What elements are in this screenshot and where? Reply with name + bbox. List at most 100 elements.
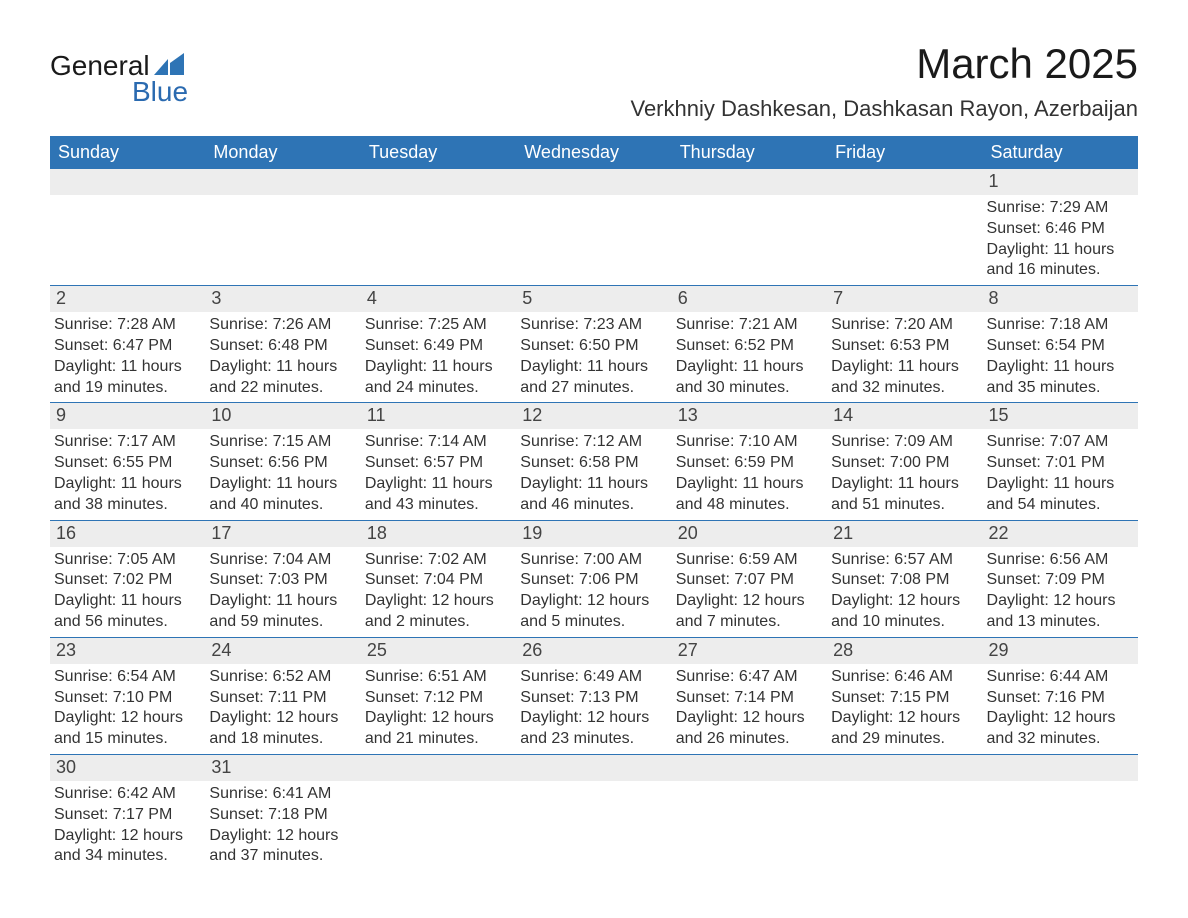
sunset-text: Sunset: 7:07 PM	[676, 570, 823, 591]
sunset-text: Sunset: 7:15 PM	[831, 688, 978, 709]
page-title: March 2025	[630, 40, 1138, 88]
day-number: 27	[672, 638, 827, 664]
sunset-text: Sunset: 7:12 PM	[365, 688, 512, 709]
week-row: 2Sunrise: 7:28 AMSunset: 6:47 PMDaylight…	[50, 286, 1138, 403]
day-body: Sunrise: 6:47 AMSunset: 7:14 PMDaylight:…	[672, 664, 827, 750]
sunrise-text: Sunrise: 6:59 AM	[676, 550, 823, 571]
day-body: Sunrise: 7:10 AMSunset: 6:59 PMDaylight:…	[672, 429, 827, 515]
sunset-text: Sunset: 7:02 PM	[54, 570, 201, 591]
day-cell: 7Sunrise: 7:20 AMSunset: 6:53 PMDaylight…	[827, 286, 982, 402]
sunrise-text: Sunrise: 7:29 AM	[987, 198, 1134, 219]
day-number	[827, 755, 982, 781]
day-cell: 25 Sunrise: 6:51 AMSunset: 7:12 PMDayligh…	[361, 638, 516, 754]
sunset-text: Sunset: 6:48 PM	[209, 336, 356, 357]
day-number	[672, 169, 827, 195]
day-cell	[672, 755, 827, 871]
daylight-text: Daylight: 11 hours and 24 minutes.	[365, 357, 512, 399]
sunrise-text: Sunrise: 7:02 AM	[365, 550, 512, 571]
day-cell: 5Sunrise: 7:23 AMSunset: 6:50 PMDaylight…	[516, 286, 671, 402]
daylight-text: Daylight: 11 hours and 54 minutes.	[987, 474, 1134, 516]
daylight-text: Daylight: 11 hours and 56 minutes.	[54, 591, 201, 633]
sunrise-text: Sunrise: 6:52 AM	[209, 667, 356, 688]
day-body	[361, 195, 516, 198]
day-number: 8	[983, 286, 1138, 312]
daylight-text: Daylight: 11 hours and 22 minutes.	[209, 357, 356, 399]
day-number: 20	[672, 521, 827, 547]
sunrise-text: Sunrise: 6:56 AM	[987, 550, 1134, 571]
day-number: 18	[361, 521, 516, 547]
sunrise-text: Sunrise: 6:46 AM	[831, 667, 978, 688]
daylight-text: Daylight: 11 hours and 27 minutes.	[520, 357, 667, 399]
sunset-text: Sunset: 7:16 PM	[987, 688, 1134, 709]
day-body: Sunrise: 7:05 AMSunset: 7:02 PMDaylight:…	[50, 547, 205, 633]
day-cell: 28Sunrise: 6:46 AMSunset: 7:15 PMDayligh…	[827, 638, 982, 754]
sunset-text: Sunset: 7:17 PM	[54, 805, 201, 826]
daylight-text: Daylight: 11 hours and 40 minutes.	[209, 474, 356, 516]
sunset-text: Sunset: 6:49 PM	[365, 336, 512, 357]
day-body: Sunrise: 7:28 AMSunset: 6:47 PMDaylight:…	[50, 312, 205, 398]
daylight-text: Daylight: 11 hours and 35 minutes.	[987, 357, 1134, 399]
sunrise-text: Sunrise: 6:41 AM	[209, 784, 356, 805]
day-cell: 8Sunrise: 7:18 AMSunset: 6:54 PMDaylight…	[983, 286, 1138, 402]
daylight-text: Daylight: 12 hours and 26 minutes.	[676, 708, 823, 750]
sunset-text: Sunset: 7:09 PM	[987, 570, 1134, 591]
day-cell	[983, 755, 1138, 871]
day-cell	[672, 169, 827, 285]
day-body: Sunrise: 7:23 AMSunset: 6:50 PMDaylight:…	[516, 312, 671, 398]
day-number	[361, 169, 516, 195]
day-body: Sunrise: 7:25 AMSunset: 6:49 PMDaylight:…	[361, 312, 516, 398]
day-body: Sunrise: 7:09 AMSunset: 7:00 PMDaylight:…	[827, 429, 982, 515]
day-body	[50, 195, 205, 198]
day-body: Sunrise: 6:57 AMSunset: 7:08 PMDaylight:…	[827, 547, 982, 633]
day-cell: 27Sunrise: 6:47 AMSunset: 7:14 PMDayligh…	[672, 638, 827, 754]
day-number: 2	[50, 286, 205, 312]
day-of-week-header: Sunday Monday Tuesday Wednesday Thursday…	[50, 136, 1138, 169]
day-body: Sunrise: 7:15 AMSunset: 6:56 PMDaylight:…	[205, 429, 360, 515]
day-number: 9	[50, 403, 205, 429]
day-number: 25	[361, 638, 516, 664]
day-body	[672, 781, 827, 784]
day-cell: 3Sunrise: 7:26 AMSunset: 6:48 PMDaylight…	[205, 286, 360, 402]
sunset-text: Sunset: 7:00 PM	[831, 453, 978, 474]
daylight-text: Daylight: 12 hours and 29 minutes.	[831, 708, 978, 750]
sunrise-text: Sunrise: 6:51 AM	[365, 667, 512, 688]
dow-monday: Monday	[205, 136, 360, 169]
day-cell: 1Sunrise: 7:29 AMSunset: 6:46 PMDaylight…	[983, 169, 1138, 285]
day-cell	[827, 755, 982, 871]
day-body: Sunrise: 6:56 AMSunset: 7:09 PMDaylight:…	[983, 547, 1138, 633]
daylight-text: Daylight: 11 hours and 51 minutes.	[831, 474, 978, 516]
sunset-text: Sunset: 6:52 PM	[676, 336, 823, 357]
sunset-text: Sunset: 7:11 PM	[209, 688, 356, 709]
day-cell: 17Sunrise: 7:04 AMSunset: 7:03 PMDayligh…	[205, 521, 360, 637]
day-number	[205, 169, 360, 195]
day-number	[50, 169, 205, 195]
day-number: 7	[827, 286, 982, 312]
day-number	[361, 755, 516, 781]
day-body: Sunrise: 7:17 AMSunset: 6:55 PMDaylight:…	[50, 429, 205, 515]
sunset-text: Sunset: 6:50 PM	[520, 336, 667, 357]
sunrise-text: Sunrise: 7:04 AM	[209, 550, 356, 571]
day-number	[983, 755, 1138, 781]
day-cell	[827, 169, 982, 285]
day-body	[205, 195, 360, 198]
day-number: 31	[205, 755, 360, 781]
day-cell: 20Sunrise: 6:59 AMSunset: 7:07 PMDayligh…	[672, 521, 827, 637]
day-number	[516, 755, 671, 781]
day-number: 29	[983, 638, 1138, 664]
dow-sunday: Sunday	[50, 136, 205, 169]
day-number: 17	[205, 521, 360, 547]
week-row: 16Sunrise: 7:05 AMSunset: 7:02 PMDayligh…	[50, 521, 1138, 638]
day-cell: 15Sunrise: 7:07 AMSunset: 7:01 PMDayligh…	[983, 403, 1138, 519]
daylight-text: Daylight: 12 hours and 21 minutes.	[365, 708, 512, 750]
sunrise-text: Sunrise: 7:00 AM	[520, 550, 667, 571]
daylight-text: Daylight: 11 hours and 43 minutes.	[365, 474, 512, 516]
day-body: Sunrise: 6:44 AMSunset: 7:16 PMDaylight:…	[983, 664, 1138, 750]
sunset-text: Sunset: 6:58 PM	[520, 453, 667, 474]
day-body: Sunrise: 7:18 AMSunset: 6:54 PMDaylight:…	[983, 312, 1138, 398]
day-number: 6	[672, 286, 827, 312]
sunrise-text: Sunrise: 6:42 AM	[54, 784, 201, 805]
day-body: Sunrise: 6:59 AMSunset: 7:07 PMDaylight:…	[672, 547, 827, 633]
daylight-text: Daylight: 12 hours and 18 minutes.	[209, 708, 356, 750]
day-number	[672, 755, 827, 781]
daylight-text: Daylight: 12 hours and 10 minutes.	[831, 591, 978, 633]
